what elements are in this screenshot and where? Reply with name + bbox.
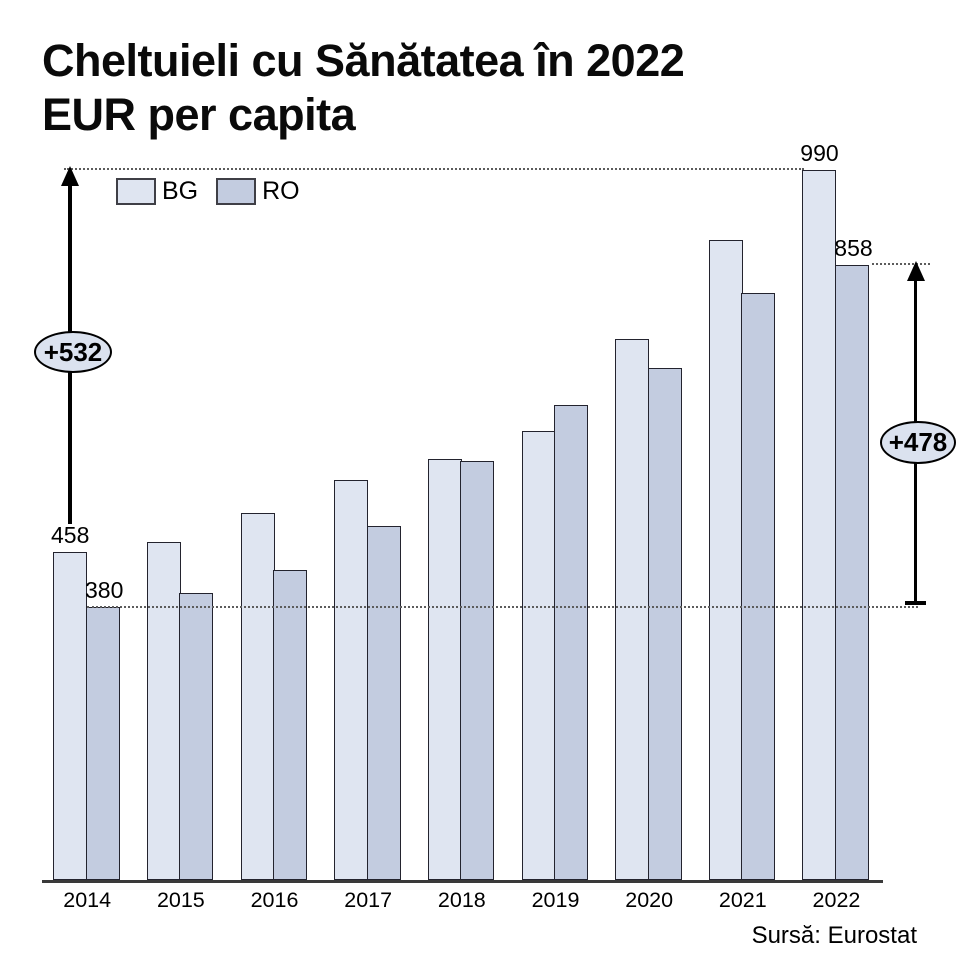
guide-line-380-level (87, 606, 918, 608)
legend-label-bg: BG (162, 177, 199, 205)
value-label-ro-2022: 858 (834, 234, 873, 261)
x-tick-label-2017: 2017 (344, 888, 393, 912)
annotation-ro-delta: +478 (880, 421, 956, 464)
x-axis-line (42, 880, 883, 883)
legend-swatch-bg (116, 178, 156, 205)
value-label-bg-2022: 990 (800, 140, 839, 166)
left-growth-arrowhead-icon (61, 166, 79, 186)
bar-ro-2022 (834, 264, 869, 880)
bar-bg-2016 (240, 512, 275, 880)
bar-bg-2017 (334, 479, 369, 880)
bar-ro-2020 (647, 367, 682, 880)
x-tick-label-2022: 2022 (812, 888, 861, 912)
bar-ro-2015 (179, 593, 214, 880)
value-label-ro-2014: 380 (85, 577, 124, 604)
guide-line-858-level (872, 263, 930, 265)
bar-bg-2019 (521, 431, 556, 880)
bar-ro-2016 (272, 570, 307, 880)
bar-bg-2022 (802, 170, 837, 880)
legend-swatch-ro (216, 178, 257, 205)
bar-ro-2019 (553, 405, 588, 880)
x-tick-label-2014: 2014 (63, 888, 112, 912)
bar-ro-2014 (85, 607, 120, 880)
x-tick-label-2015: 2015 (156, 888, 205, 912)
right-growth-arrowhead-icon (906, 261, 925, 281)
guide-line-990-level (64, 168, 804, 170)
bar-ro-2021 (741, 292, 776, 880)
chart-title: Cheltuieli cu Sănătatea în 2022 EUR per … (42, 34, 922, 142)
bar-ro-2018 (460, 461, 495, 880)
bar-ro-2017 (366, 525, 401, 880)
source-credit: Sursă: Eurostat (751, 922, 917, 949)
chart-title-line2: EUR per capita (42, 89, 356, 140)
bar-bg-2015 (146, 542, 181, 880)
right-growth-arrow-base (905, 601, 926, 605)
x-tick-label-2019: 2019 (531, 888, 580, 912)
x-tick-label-2021: 2021 (718, 888, 767, 912)
legend-label-ro: RO (262, 177, 300, 205)
value-label-bg-2014: 458 (51, 521, 90, 548)
chart-title-line1: Cheltuieli cu Sănătatea în 2022 (42, 35, 685, 86)
legend: BG RO (116, 178, 312, 205)
annotation-bg-delta: +532 (34, 331, 112, 373)
x-tick-label-2020: 2020 (625, 888, 674, 912)
bar-bg-2020 (615, 339, 650, 880)
bar-bg-2021 (708, 240, 743, 880)
bar-bg-2018 (427, 459, 462, 880)
x-tick-label-2018: 2018 (437, 888, 486, 912)
x-tick-label-2016: 2016 (250, 888, 299, 912)
